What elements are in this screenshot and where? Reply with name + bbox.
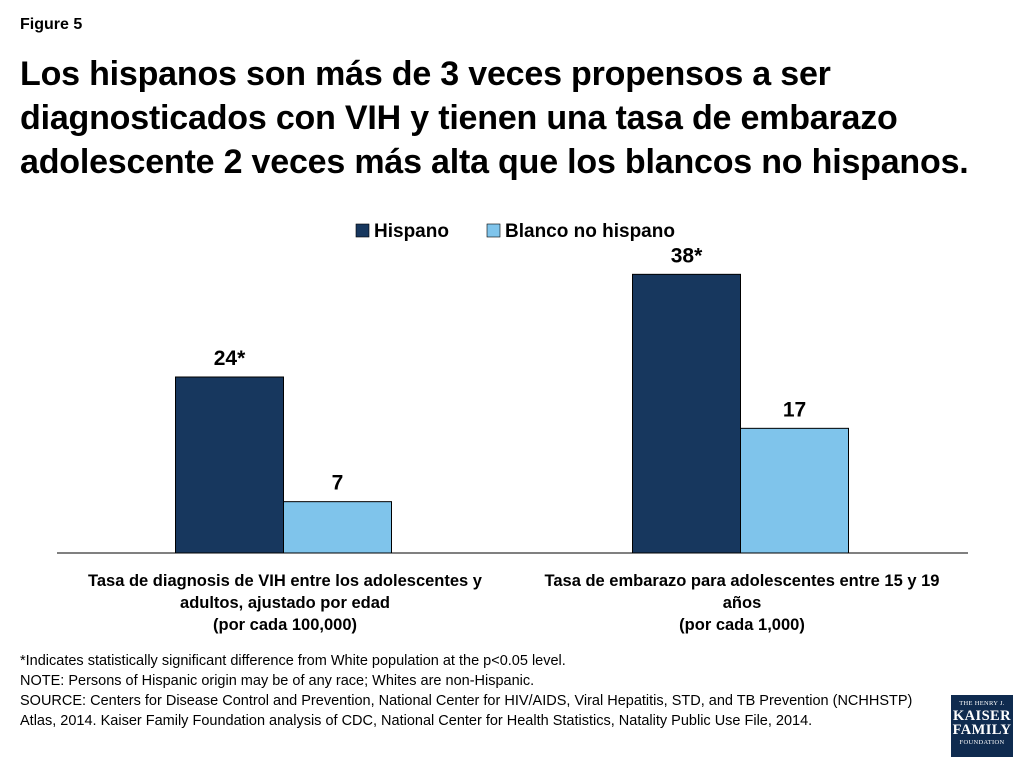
title-line-2: diagnosticados con VIH y tienen una tasa…	[20, 99, 898, 137]
data-label-cat0-series1: 7	[332, 472, 344, 495]
x-category-hiv-line-2: adultos, ajustado por edad	[180, 594, 390, 612]
legend-swatch-0	[355, 223, 370, 238]
x-category-hiv: Tasa de diagnosis de VIH entre los adole…	[55, 570, 515, 636]
footnote-significance: *Indicates statistically significant dif…	[20, 653, 566, 669]
figure-label: Figure 5	[20, 16, 83, 33]
footnotes: *Indicates statistically significant dif…	[20, 651, 920, 731]
footnote-note: NOTE: Persons of Hispanic origin may be …	[20, 673, 535, 689]
logo-line-4: FOUNDATION	[959, 739, 1005, 746]
x-category-pregnancy-line-1: Tasa de embarazo para adolescentes entre…	[544, 572, 940, 590]
logo-line-2: KAISER	[953, 708, 1011, 724]
logo-line-1: THE HENRY J.	[959, 700, 1005, 707]
legend-label-0: Hispano	[374, 221, 449, 242]
x-category-hiv-line-3: (por cada 100,000)	[213, 616, 357, 634]
data-label-cat1-series1: 17	[783, 398, 806, 421]
kff-logo: THE HENRY J. KAISER FAMILY FOUNDATION	[951, 695, 1013, 757]
chart-title: Los hispanos son más de 3 veces propenso…	[20, 52, 1010, 184]
legend-label-1: Blanco no hispano	[505, 221, 675, 242]
title-line-1: Los hispanos son más de 3 veces propenso…	[20, 55, 831, 93]
logo-line-3: FAMILY	[952, 722, 1012, 738]
bar-cat0-series0	[175, 376, 284, 554]
data-label-cat1-series0: 38*	[671, 244, 703, 267]
x-category-hiv-line-1: Tasa de diagnosis de VIH entre los adole…	[87, 572, 482, 590]
data-label-cat0-series0: 24*	[214, 347, 246, 370]
title-line-3: adolescente 2 veces más alta que los bla…	[20, 143, 969, 181]
x-category-pregnancy-line-3: (por cada 1,000)	[679, 616, 805, 634]
legend-swatch-1	[486, 223, 501, 238]
x-category-pregnancy: Tasa de embarazo para adolescentes entre…	[512, 570, 972, 636]
x-category-pregnancy-line-2: años	[722, 594, 762, 612]
bar-cat1-series1	[740, 427, 849, 554]
bar-cat1-series0	[632, 273, 741, 554]
footnote-source: SOURCE: Centers for Disease Control and …	[20, 693, 913, 729]
bar-cat0-series1	[283, 501, 392, 554]
